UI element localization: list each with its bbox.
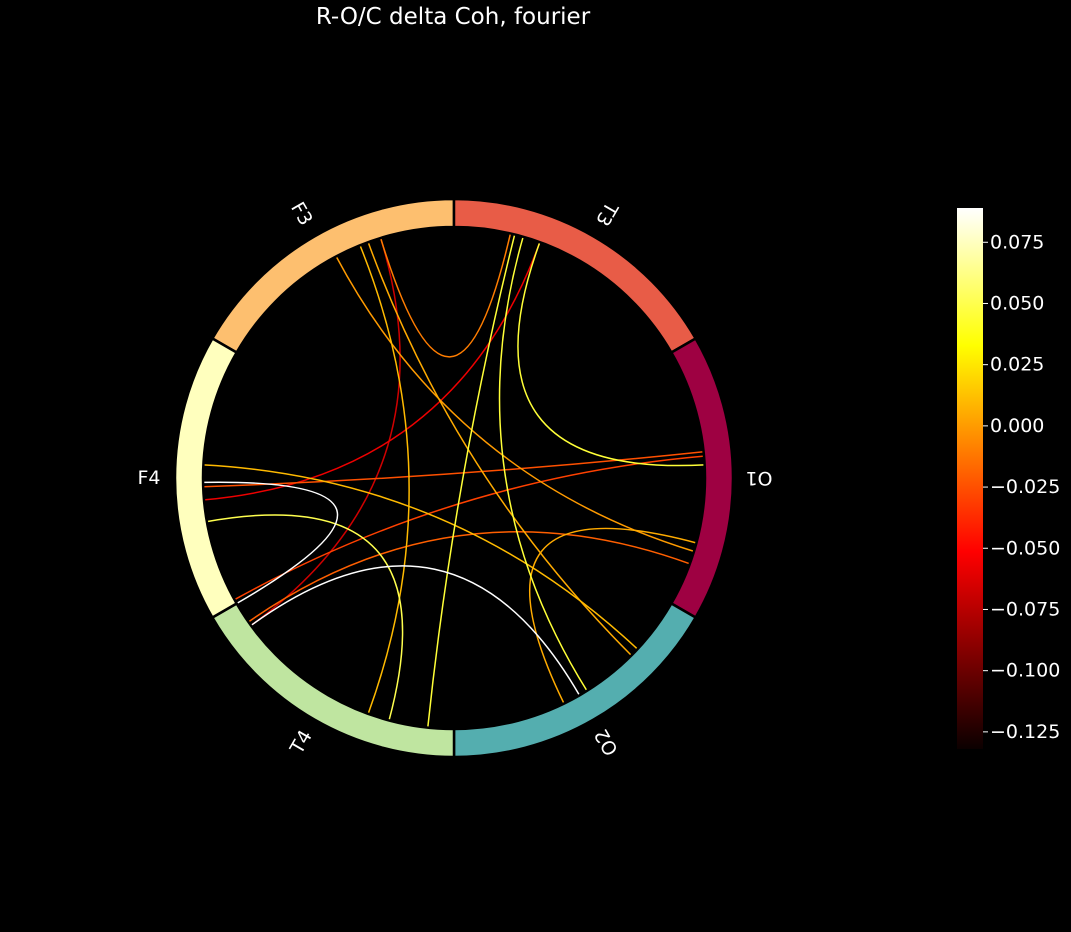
colorbar-tick-label: 0.050: [990, 292, 1044, 314]
node-segment-o2: [452, 601, 698, 759]
colorbar-tick-label: 0.075: [990, 231, 1044, 253]
colorbar-tick-label: −0.125: [990, 721, 1060, 743]
node-label-f4: F4: [137, 467, 160, 489]
node-ring: [173, 197, 735, 759]
connection-arc: [250, 237, 401, 627]
connection-arc: [427, 234, 516, 728]
connection-arc: [247, 531, 691, 623]
node-segment-f4: [173, 336, 239, 620]
colorbar-tick-label: −0.025: [990, 476, 1060, 498]
connection-arc: [379, 233, 512, 358]
node-segment-t3: [452, 197, 698, 355]
connection-arc: [335, 256, 695, 553]
connection-arc: [517, 241, 705, 467]
node-segment-t4: [210, 601, 456, 759]
connection-arc: [498, 236, 588, 692]
connection-arc: [250, 565, 581, 696]
colorbar-tick-label: 0.000: [990, 415, 1044, 437]
connection-arc: [367, 241, 633, 657]
colorbar-tick-label: −0.050: [990, 537, 1060, 559]
colorbar-gradient: [957, 208, 983, 749]
node-label-o1: O1: [745, 467, 772, 489]
colorbar-tick-label: −0.100: [990, 660, 1060, 682]
connection-arc: [203, 241, 541, 501]
connection-arc: [203, 481, 339, 605]
connection-arcs: [203, 233, 705, 728]
chart-title: R-O/C delta Coh, fourier: [315, 4, 591, 30]
node-segment-o1: [669, 336, 735, 620]
connection-arc: [359, 244, 410, 715]
colorbar-tick-label: −0.075: [990, 598, 1060, 620]
colorbar-ticks: 0.075 0.050 0.025 0.000 −0.025 −0.050 −0.075 −0…: [983, 231, 1060, 743]
connection-arc: [529, 527, 697, 704]
connection-arc: [234, 455, 705, 601]
connection-arc: [206, 514, 404, 721]
connection-arc: [203, 464, 639, 650]
colorbar-tick-label: 0.025: [990, 354, 1044, 376]
